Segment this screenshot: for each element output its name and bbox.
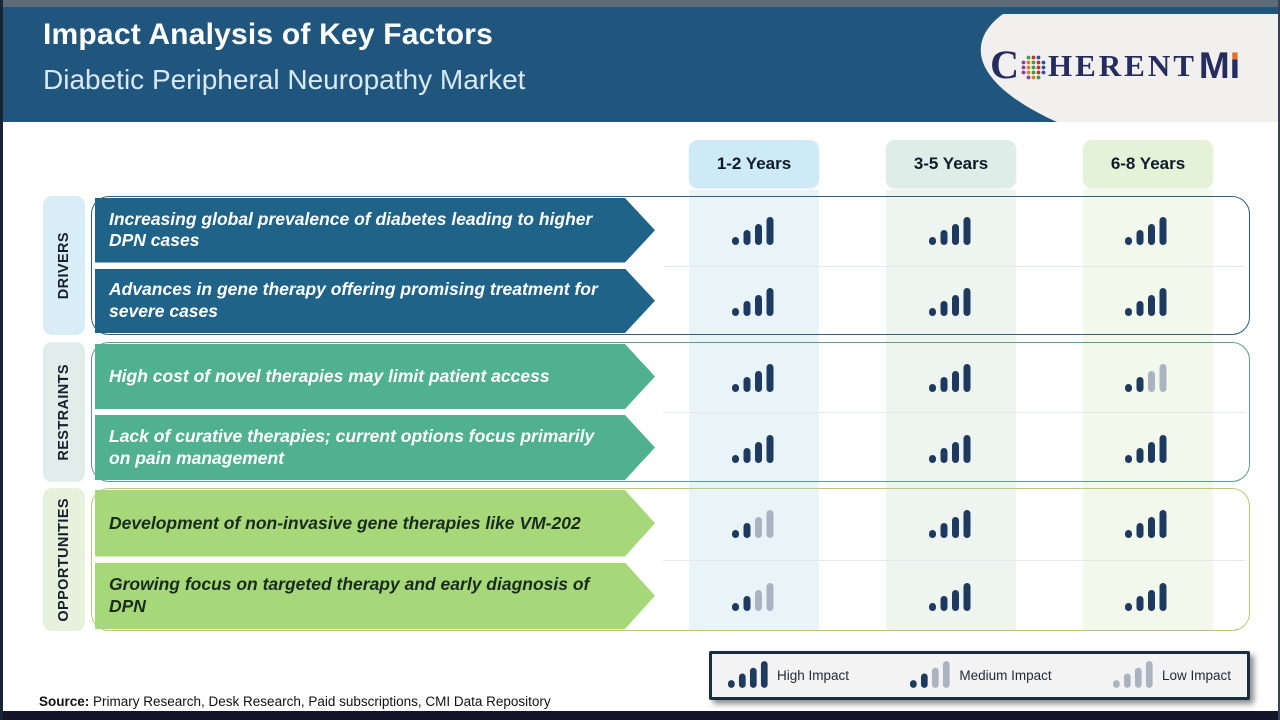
logo-panel-curve bbox=[980, 14, 1278, 129]
year-header: 1-2 Years bbox=[689, 140, 819, 188]
logo-letter-c: C bbox=[990, 42, 1019, 87]
impact-bars-icon bbox=[1125, 508, 1169, 539]
category-label-text: DRIVERS bbox=[56, 231, 72, 300]
category-label-text: RESTRAINTS bbox=[56, 363, 72, 461]
logo-letter-m: M bbox=[1198, 44, 1230, 86]
column-strip bbox=[886, 190, 1016, 631]
impact-bars-icon bbox=[929, 433, 973, 463]
page-subtitle: Diabetic Peripheral Neuropathy Market bbox=[43, 64, 526, 95]
impact-bars-icon bbox=[732, 362, 776, 392]
row-separator bbox=[663, 412, 1245, 413]
impact-bars-icon bbox=[929, 215, 973, 246]
impact-bars-icon bbox=[1125, 362, 1169, 392]
year-header: 3-5 Years bbox=[886, 140, 1016, 188]
impact-bars-icon bbox=[1125, 215, 1169, 246]
impact-bars-icon bbox=[1125, 286, 1169, 316]
legend-icon-medium bbox=[910, 659, 952, 693]
year-header-label: 6-8 Years bbox=[1110, 154, 1186, 173]
factor-text: Development of non-invasive gene therapi… bbox=[109, 512, 581, 533]
group-box-drivers bbox=[91, 196, 1250, 335]
category-label-restraints: RESTRAINTS bbox=[43, 342, 85, 482]
impact-bars-icon bbox=[1125, 581, 1169, 611]
year-header: 6-8 Years bbox=[1083, 140, 1213, 188]
legend-label: Low Impact bbox=[1161, 668, 1231, 683]
factor-text: Increasing global prevalence of diabetes… bbox=[109, 208, 593, 251]
impact-bars-icon bbox=[1125, 433, 1169, 463]
impact-bars-icon bbox=[732, 433, 776, 463]
content-area: 1-2 Years 3-5 Years 6-8 Years DRIVERS Increa… bbox=[3, 122, 1278, 711]
impact-bars-icon bbox=[929, 362, 973, 392]
page-title: Impact Analysis of Key Factors bbox=[43, 18, 494, 51]
source-line: Source: Primary Research, Desk Research,… bbox=[39, 694, 551, 709]
logo-letter-i: I bbox=[1229, 44, 1240, 86]
legend-box: High Impact Medium Impact Low Impact bbox=[709, 651, 1250, 700]
factor-text: High cost of novel therapies may limit p… bbox=[109, 365, 550, 386]
column-strip bbox=[1083, 190, 1213, 631]
top-border-strip bbox=[3, 0, 1278, 7]
category-label-drivers: DRIVERS bbox=[43, 196, 85, 335]
impact-bars-icon bbox=[732, 581, 776, 611]
factor-arrow: High cost of novel therapies may limit p… bbox=[95, 344, 655, 409]
impact-bars-icon bbox=[732, 286, 776, 316]
factor-text: Lack of curative therapies; current opti… bbox=[109, 426, 595, 468]
logo-globe-icon bbox=[1021, 55, 1046, 79]
factor-text: Advances in gene therapy offering promis… bbox=[109, 279, 598, 321]
bottom-border-strip bbox=[3, 711, 1278, 720]
row-separator bbox=[663, 559, 1245, 561]
header-bar: Impact Analysis of Key Factors Diabetic … bbox=[3, 7, 1278, 129]
legend-icon-high bbox=[728, 659, 770, 693]
factor-arrow: Lack of curative therapies; current opti… bbox=[95, 415, 655, 480]
legend-label: High Impact bbox=[777, 668, 850, 683]
group-box-opportunities bbox=[91, 488, 1250, 631]
legend-item: Medium Impact bbox=[910, 659, 1052, 693]
factor-arrow: Development of non-invasive gene therapi… bbox=[95, 490, 655, 557]
group-box-restraints bbox=[91, 342, 1250, 482]
impact-bars-icon bbox=[732, 215, 776, 246]
impact-bars-icon bbox=[929, 286, 973, 316]
factor-text: Growing focus on targeted therapy and ea… bbox=[109, 574, 590, 616]
year-header-label: 3-5 Years bbox=[913, 154, 989, 173]
row-separator bbox=[663, 265, 1245, 267]
source-text: Primary Research, Desk Research, Paid su… bbox=[89, 694, 551, 709]
legend-item: Low Impact bbox=[1112, 659, 1231, 693]
year-header-label: 1-2 Years bbox=[716, 154, 792, 173]
category-label-text: OPPORTUNITIES bbox=[56, 497, 72, 622]
category-label-opportunities: OPPORTUNITIES bbox=[43, 488, 85, 631]
column-strip bbox=[689, 190, 819, 631]
factor-arrow: Advances in gene therapy offering promis… bbox=[95, 269, 655, 334]
impact-bars-icon bbox=[929, 508, 973, 539]
legend-icon-low bbox=[1112, 659, 1155, 693]
source-label: Source: bbox=[39, 694, 90, 709]
impact-bars-icon bbox=[732, 508, 776, 539]
legend-item: High Impact bbox=[728, 659, 849, 693]
coherentmi-logo: C HERENT M I bbox=[990, 45, 1240, 85]
impact-bars-icon bbox=[929, 581, 973, 611]
logo-letters-herent: HERENT bbox=[1047, 47, 1197, 83]
factor-arrow: Growing focus on targeted therapy and ea… bbox=[95, 563, 655, 630]
legend-label: Medium Impact bbox=[959, 668, 1052, 683]
factor-arrow: Increasing global prevalence of diabetes… bbox=[95, 198, 655, 263]
